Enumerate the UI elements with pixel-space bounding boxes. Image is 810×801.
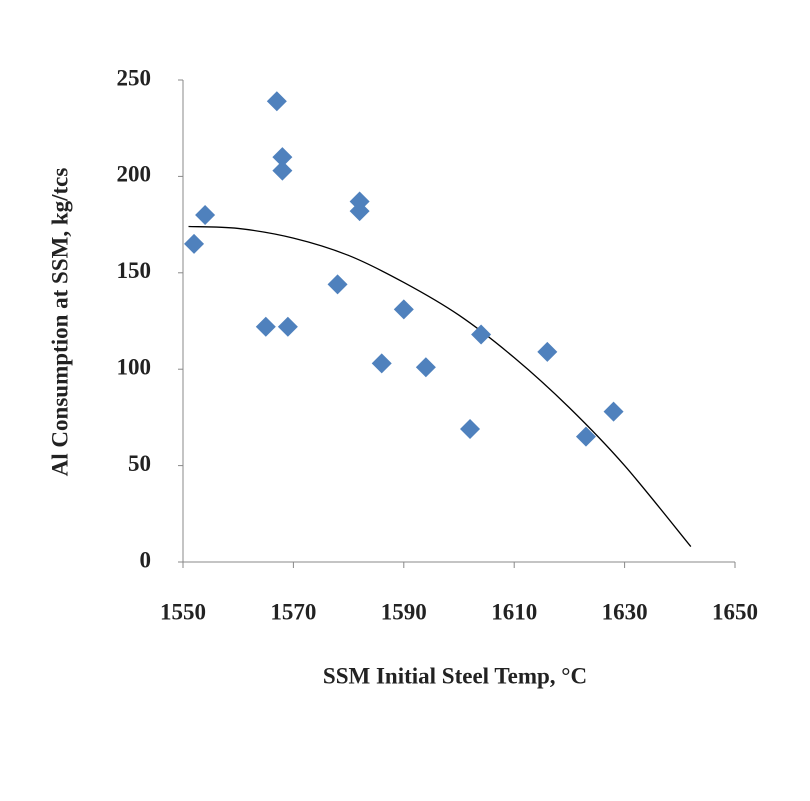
- y-tick-label: 250: [117, 65, 152, 90]
- data-point: [575, 426, 596, 447]
- x-tick-label: 1590: [381, 599, 427, 624]
- x-axis-label: SSM Initial Steel Temp, °C: [323, 663, 587, 688]
- data-point: [272, 147, 293, 168]
- data-point: [349, 201, 370, 222]
- data-point: [277, 316, 298, 337]
- data-point: [184, 233, 205, 254]
- y-tick-label: 200: [117, 162, 152, 187]
- data-point: [415, 357, 436, 378]
- data-point: [266, 91, 287, 112]
- y-tick-label: 150: [117, 258, 152, 283]
- x-tick-label: 1550: [160, 599, 206, 624]
- data-point: [272, 160, 293, 181]
- y-tick-label: 0: [140, 547, 152, 572]
- data-point: [537, 341, 558, 362]
- data-point: [255, 316, 276, 337]
- y-tick-label: 100: [117, 354, 152, 379]
- data-point: [393, 299, 414, 320]
- data-point: [460, 418, 481, 439]
- data-point: [603, 401, 624, 422]
- data-point: [471, 324, 492, 345]
- data-point: [327, 274, 348, 295]
- y-tick-label: 50: [128, 451, 151, 476]
- x-tick-label: 1630: [602, 599, 648, 624]
- trendline: [188, 225, 692, 547]
- data-point: [195, 204, 216, 225]
- x-tick-label: 1570: [270, 599, 316, 624]
- x-tick-label: 1610: [491, 599, 537, 624]
- data-point: [371, 353, 392, 374]
- y-axis-label: Al Consumption at SSM, kg/tcs: [47, 168, 72, 477]
- x-tick-label: 1650: [712, 599, 758, 624]
